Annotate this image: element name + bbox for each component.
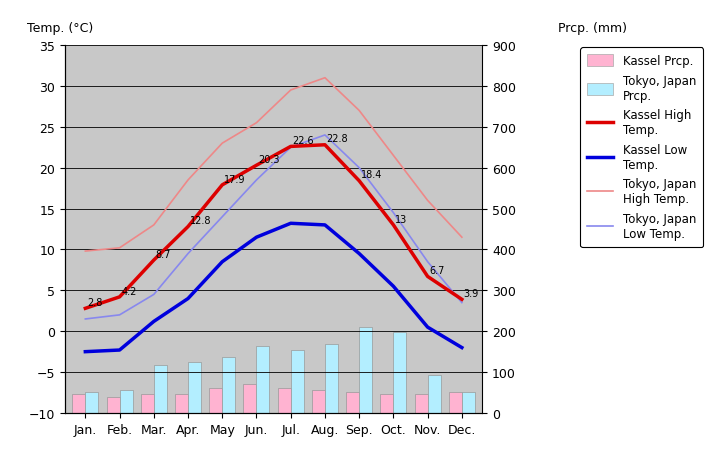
Text: 12.8: 12.8 <box>190 216 211 226</box>
Bar <box>380 394 393 413</box>
Text: 3.9: 3.9 <box>464 288 479 298</box>
Bar <box>462 392 475 413</box>
Bar <box>325 345 338 413</box>
Bar <box>312 390 325 413</box>
Bar <box>107 397 120 413</box>
Bar <box>278 389 291 413</box>
Bar <box>222 357 235 413</box>
Bar <box>393 333 406 413</box>
Text: 22.6: 22.6 <box>292 136 314 146</box>
Text: 8.7: 8.7 <box>156 249 171 259</box>
Bar <box>210 388 222 413</box>
Bar <box>428 375 441 413</box>
Bar <box>346 392 359 413</box>
Bar <box>120 390 132 413</box>
Bar <box>175 394 188 413</box>
Bar <box>359 327 372 413</box>
Text: Prcp. (mm): Prcp. (mm) <box>557 22 626 35</box>
Bar <box>243 385 256 413</box>
Bar <box>449 392 462 413</box>
Text: 4.2: 4.2 <box>121 286 137 296</box>
Bar <box>141 394 154 413</box>
Text: Temp. (°C): Temp. (°C) <box>27 22 94 35</box>
Legend: Kassel Prcp., Tokyo, Japan
Prcp., Kassel High
Temp., Kassel Low
Temp., Tokyo, Ja: Kassel Prcp., Tokyo, Japan Prcp., Kassel… <box>580 48 703 247</box>
Bar <box>415 394 428 413</box>
Bar <box>291 350 304 413</box>
Bar <box>86 392 99 413</box>
Text: 18.4: 18.4 <box>361 170 382 180</box>
Bar <box>188 362 201 413</box>
Text: 13: 13 <box>395 214 408 224</box>
Bar <box>154 365 167 413</box>
Bar <box>72 394 86 413</box>
Text: 22.8: 22.8 <box>327 134 348 144</box>
Bar <box>256 346 269 413</box>
Text: 17.9: 17.9 <box>224 174 246 184</box>
Text: 20.3: 20.3 <box>258 155 279 165</box>
Text: 2.8: 2.8 <box>87 297 102 308</box>
Text: 6.7: 6.7 <box>429 266 445 275</box>
